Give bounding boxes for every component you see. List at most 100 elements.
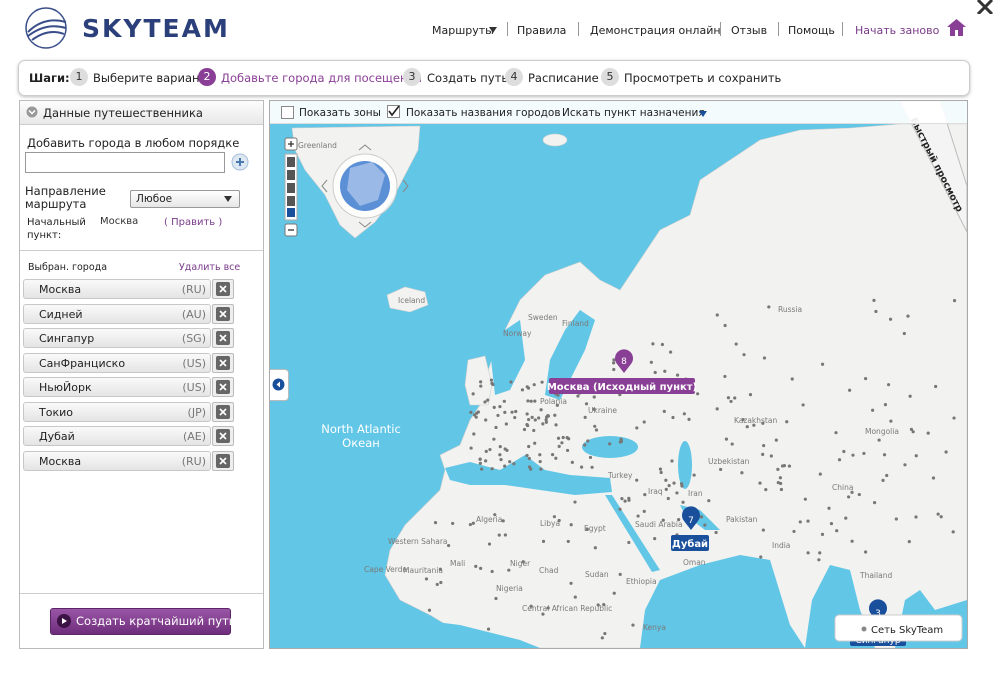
remove-button[interactable] [212,328,234,348]
divider [20,593,263,594]
home-icon[interactable] [947,19,966,36]
city-dot [537,416,541,420]
step-label[interactable]: Просмотреть и сохранить [624,71,782,85]
city-name: Дубай [39,430,75,443]
city-dot [541,612,545,616]
city-dot [874,309,878,314]
delete-all[interactable]: Удалить все [179,262,241,273]
city-dot [798,520,802,524]
remove-button[interactable] [212,426,234,446]
toolbar-label[interactable]: Искать пункт назначения [562,107,705,119]
city-dot [525,453,529,458]
close-button[interactable] [976,0,994,14]
edit-link[interactable]: ( Править ) [164,217,223,228]
city-dot [533,441,537,445]
city-dot [659,470,663,475]
city-dot [779,487,784,492]
add-button[interactable] [231,153,249,171]
city-row[interactable]: Сингапур (SG) [23,328,211,348]
remove-button[interactable] [212,352,234,373]
land [464,355,493,406]
nav-link[interactable]: Помощь [788,24,835,37]
city-dot [850,490,854,494]
map-label: Finland [562,319,589,328]
marker[interactable]: 8 Москва (Исходный пункт) [547,349,697,394]
step-number[interactable]: 3 [403,68,421,86]
divider [20,250,263,251]
toolbar-label[interactable]: Показать зоны [299,107,381,119]
shortest-route-button[interactable]: Создать кратчайший путь [50,608,236,635]
city-row[interactable]: Москва (RU) [23,450,211,471]
dropdown-arrow [699,111,707,117]
city-row[interactable]: Сидней (AU) [23,303,211,324]
ocean-label: Океан [342,436,380,450]
globe[interactable] [321,144,409,228]
city-dot [553,413,557,417]
step-number[interactable]: 1 [70,68,88,86]
city-dot [871,408,875,412]
city-row[interactable]: Токио (JP) [23,401,211,422]
city-row[interactable]: Дубай (AE) [23,426,211,446]
city-dot [583,415,587,420]
zoom-control[interactable] [284,137,298,237]
direction-select[interactable]: Любое [130,190,240,208]
city-dot [785,420,789,424]
city-dot [818,472,822,476]
step-number[interactable]: 5 [601,68,619,86]
nav-link[interactable]: Демонстрация онлайн [590,24,721,37]
nav-link[interactable]: Маршруты [432,24,494,37]
remove-button[interactable] [212,377,234,397]
remove-button[interactable] [212,279,234,299]
city-row[interactable]: СанФранциско (US) [23,352,211,373]
city-dot [886,383,891,387]
city-dot [877,438,881,442]
step-label[interactable]: Создать путь [427,71,509,85]
city-input[interactable] [25,152,225,173]
city-dot [902,331,906,336]
sidebar-toggle[interactable] [270,369,289,401]
city-dot [510,410,514,414]
city-dot [503,447,507,451]
collapse-icon[interactable] [26,106,38,118]
city-dot [521,560,525,564]
city-dot [526,417,531,422]
remove-button[interactable] [212,303,234,324]
remove-button[interactable] [212,450,234,471]
nav-link[interactable]: Начать заново [855,24,940,37]
map-label: Thailand [859,571,892,580]
city-dot [592,407,596,411]
city-dot [541,539,546,543]
map[interactable]: Greenland Iceland Norway Sweden Finland … [270,101,967,648]
city-dot [570,460,574,464]
nav-link[interactable]: Правила [517,24,567,37]
nav-link[interactable]: Отзыв [731,24,768,37]
sidebar-header[interactable] [20,101,263,125]
step-label[interactable]: Выберите вариант [93,71,207,85]
city-dot [806,551,810,555]
checkbox[interactable] [281,106,294,119]
step-number[interactable]: 4 [505,68,523,86]
city-dot [590,465,594,469]
remove-button[interactable] [212,401,234,422]
city-dot [752,423,756,427]
city-dot [480,467,484,471]
city-row[interactable]: НьюЙорк (US) [23,377,211,397]
toolbar-label[interactable]: Показать названия городов [406,107,561,119]
step-label[interactable]: Добавьте города для посещения [221,71,422,85]
step-number[interactable]: 2 [198,68,216,86]
legend[interactable]: Сеть SkyTeam [834,614,963,642]
city-dot [842,449,846,454]
city-dot [847,495,851,499]
city-dot [664,478,668,482]
checkbox-checked[interactable] [387,105,401,119]
city-row[interactable]: Москва (RU) [23,279,211,299]
city-name: НьюЙорк [39,381,92,394]
city-dot [864,376,868,381]
map-labels: Greenland Iceland Norway Sweden Finland … [298,141,899,632]
step-label[interactable]: Расписание [528,71,599,85]
city-dot [484,418,488,422]
play-icon [57,614,71,628]
city-dot [612,367,616,372]
marker[interactable]: 7 Дубай [671,506,709,551]
city-dot [544,420,548,424]
